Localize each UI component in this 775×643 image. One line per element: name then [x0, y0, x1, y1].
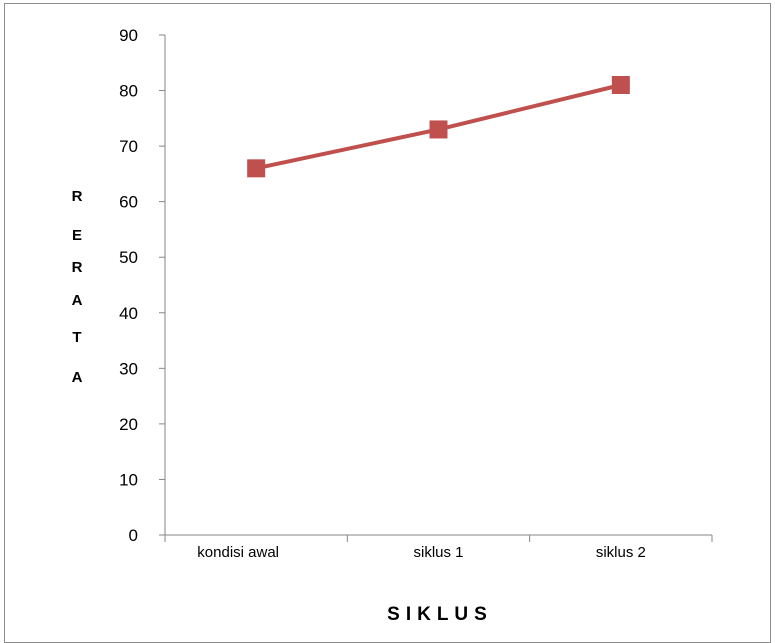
y-tick-label: 80 — [119, 82, 138, 101]
series-group — [247, 76, 630, 178]
x-tick-label: kondisi awal — [197, 544, 279, 561]
chart-frame — [4, 3, 771, 643]
data-point — [611, 76, 630, 94]
line-chart: 0 10 20 30 40 50 60 70 80 90 kondisi awal siklus 1… — [72, 26, 713, 625]
x-axis-label: SIKLUS — [387, 604, 493, 625]
y-axis-label-letter: A — [72, 292, 83, 309]
y-axis-label-letter: A — [72, 369, 83, 386]
y-axis-label-letter: R — [72, 259, 83, 276]
y-axis-label-letter: R — [72, 188, 83, 205]
x-tick-label: siklus 2 — [596, 544, 646, 561]
y-tick-label: 50 — [119, 248, 138, 267]
y-tick-label: 60 — [119, 193, 138, 212]
y-tick-label: 10 — [119, 470, 138, 489]
y-tick-labels: 0 10 20 30 40 50 60 70 80 90 — [119, 26, 165, 545]
data-point — [247, 159, 266, 178]
data-point — [429, 120, 448, 139]
y-axis-label-letter: T — [72, 329, 81, 346]
y-tick-label: 90 — [119, 26, 138, 45]
axes — [164, 35, 712, 536]
y-tick-label: 70 — [119, 137, 138, 156]
y-tick-label: 20 — [119, 415, 138, 434]
y-axis-label-letter: E — [72, 227, 82, 244]
y-tick-label: 30 — [119, 359, 138, 378]
y-tick-label: 40 — [119, 304, 138, 323]
x-tick-labels: kondisi awal siklus 1 siklus 2 — [164, 535, 713, 561]
y-tick-label: 0 — [129, 526, 138, 545]
x-tick-label: siklus 1 — [413, 544, 463, 561]
